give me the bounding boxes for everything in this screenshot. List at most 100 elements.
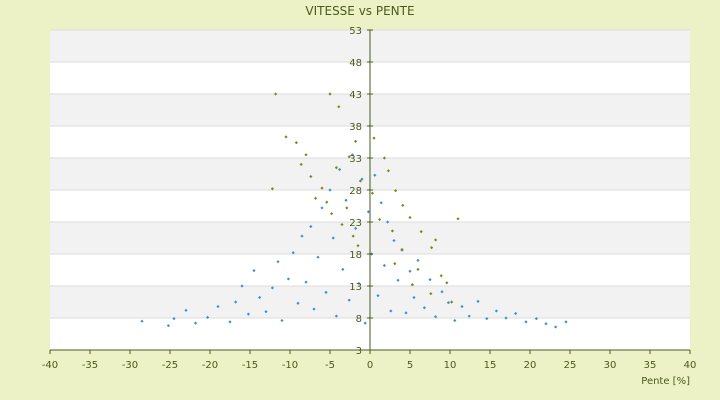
x-tick-label: 20 — [524, 360, 537, 371]
data-point-olive — [358, 179, 362, 183]
data-point-blue — [240, 284, 244, 288]
data-point-olive — [337, 105, 341, 109]
data-point-olive — [309, 174, 313, 179]
data-point-blue — [504, 316, 508, 320]
x-tick-label: 15 — [484, 360, 497, 371]
data-point-blue — [166, 324, 170, 328]
y-tick-label: 8 — [356, 314, 362, 325]
data-point-blue — [379, 201, 383, 205]
data-point-blue — [404, 311, 408, 315]
data-point-blue — [524, 320, 528, 324]
data-point-olive — [351, 234, 355, 238]
data-point-olive — [330, 212, 334, 216]
x-tick-label: -25 — [162, 360, 178, 371]
data-point-blue — [344, 198, 348, 202]
y-tick-label: 13 — [349, 282, 362, 293]
data-point-blue — [354, 226, 358, 230]
data-point-olive — [270, 187, 274, 191]
data-point-blue — [494, 309, 498, 313]
data-point-blue — [460, 304, 464, 309]
data-point-blue — [534, 317, 538, 321]
data-point-blue — [554, 325, 558, 329]
data-point-olive — [347, 155, 351, 159]
x-tick-label: -10 — [282, 360, 298, 371]
data-point-olive — [382, 156, 386, 160]
data-point-blue — [363, 321, 367, 325]
data-point-blue — [386, 220, 390, 224]
data-point-olive — [400, 247, 404, 252]
data-point-olive — [401, 203, 405, 207]
data-point-olive — [294, 141, 298, 145]
data-point-blue — [270, 286, 274, 290]
data-point-olive — [456, 217, 460, 221]
data-point-olive — [356, 244, 360, 248]
data-point-blue — [467, 314, 471, 318]
data-point-blue — [376, 294, 380, 298]
x-tick-label: -40 — [42, 360, 58, 371]
data-point-blue — [264, 310, 268, 314]
data-point-olive — [354, 139, 358, 143]
y-tick-label: 23 — [349, 218, 362, 229]
data-point-olive — [419, 230, 423, 234]
x-axis-label: Pente [%] — [641, 376, 690, 387]
data-point-olive — [325, 200, 329, 204]
data-point-blue — [228, 320, 232, 324]
data-point-blue — [564, 320, 568, 324]
y-tick-label: 38 — [349, 122, 362, 133]
data-point-blue — [544, 322, 548, 326]
x-tick-label: 35 — [644, 360, 657, 371]
data-point-blue — [422, 306, 426, 310]
x-tick-label: 0 — [367, 360, 373, 371]
x-tick-label: 5 — [407, 360, 413, 371]
data-point-blue — [324, 290, 328, 294]
data-point-olive — [434, 238, 438, 242]
data-point-blue — [331, 236, 335, 240]
x-tick-label: -30 — [122, 360, 138, 371]
data-point-blue — [434, 315, 438, 319]
data-point-olive — [439, 274, 443, 278]
data-point-blue — [296, 301, 300, 305]
data-point-olive — [378, 217, 382, 222]
data-point-blue — [252, 269, 256, 273]
data-point-blue — [194, 321, 198, 325]
data-point-blue — [246, 312, 250, 316]
data-point-olive — [334, 166, 338, 170]
data-point-olive — [372, 136, 376, 140]
data-point-blue — [309, 224, 313, 229]
data-point-blue — [276, 260, 280, 264]
data-point-blue — [514, 311, 518, 316]
data-point-blue — [350, 153, 354, 157]
data-point-olive — [386, 169, 390, 173]
x-tick-label: 30 — [604, 360, 617, 371]
data-point-olive — [284, 135, 288, 139]
data-point-blue — [172, 317, 176, 321]
chart-title: VITESSE vs PENTE — [305, 4, 415, 18]
data-point-olive — [429, 292, 433, 296]
data-point-blue — [258, 295, 262, 300]
data-point-blue — [382, 263, 386, 268]
data-point-blue — [453, 318, 457, 323]
data-point-olive — [345, 206, 349, 210]
data-point-blue — [360, 177, 364, 181]
data-point-olive — [410, 283, 414, 287]
y-tick-label: 33 — [349, 154, 362, 165]
data-point-blue — [316, 255, 320, 259]
data-point-blue — [392, 238, 396, 243]
data-point-blue — [341, 267, 345, 271]
data-point-olive — [370, 191, 374, 195]
y-tick-label: 3 — [356, 346, 362, 357]
x-tick-label: 10 — [444, 360, 457, 371]
x-tick-label: -15 — [242, 360, 258, 371]
data-point-blue — [416, 258, 420, 262]
data-point-olive — [445, 281, 449, 285]
data-point-blue — [412, 295, 416, 300]
x-tick-label: -20 — [202, 360, 218, 371]
data-point-blue — [286, 277, 290, 281]
data-point-blue — [408, 269, 412, 273]
data-point-olive — [450, 300, 454, 304]
data-point-olive — [390, 229, 394, 233]
data-point-blue — [291, 251, 295, 255]
data-point-blue — [300, 234, 304, 238]
data-point-blue — [234, 300, 238, 304]
